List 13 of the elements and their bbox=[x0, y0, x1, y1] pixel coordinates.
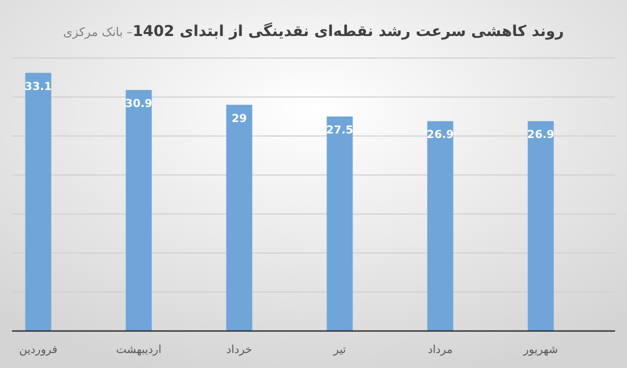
data-label: 27.5 bbox=[326, 124, 354, 136]
data-label: 33.1 bbox=[24, 80, 52, 93]
data-label: 26.9 bbox=[527, 128, 554, 142]
x-tick-label: خرداد bbox=[226, 343, 252, 356]
x-tick-label: تیر bbox=[332, 343, 346, 356]
chart-title: روند کاهشی سرعت رشد نقطه‌ای نقدینگی از ابتدای 1402– بانک مرکزی bbox=[63, 22, 564, 40]
x-tick-label: اردیبهشت bbox=[116, 343, 162, 356]
x-tick-label: شهریور bbox=[522, 343, 558, 356]
x-tick-label: فروردین bbox=[19, 343, 58, 356]
x-tick-label: مرداد bbox=[428, 343, 453, 356]
data-label: 29 bbox=[232, 112, 247, 125]
data-label: 26.9 bbox=[426, 128, 454, 142]
data-label: 30.9 bbox=[125, 96, 152, 110]
